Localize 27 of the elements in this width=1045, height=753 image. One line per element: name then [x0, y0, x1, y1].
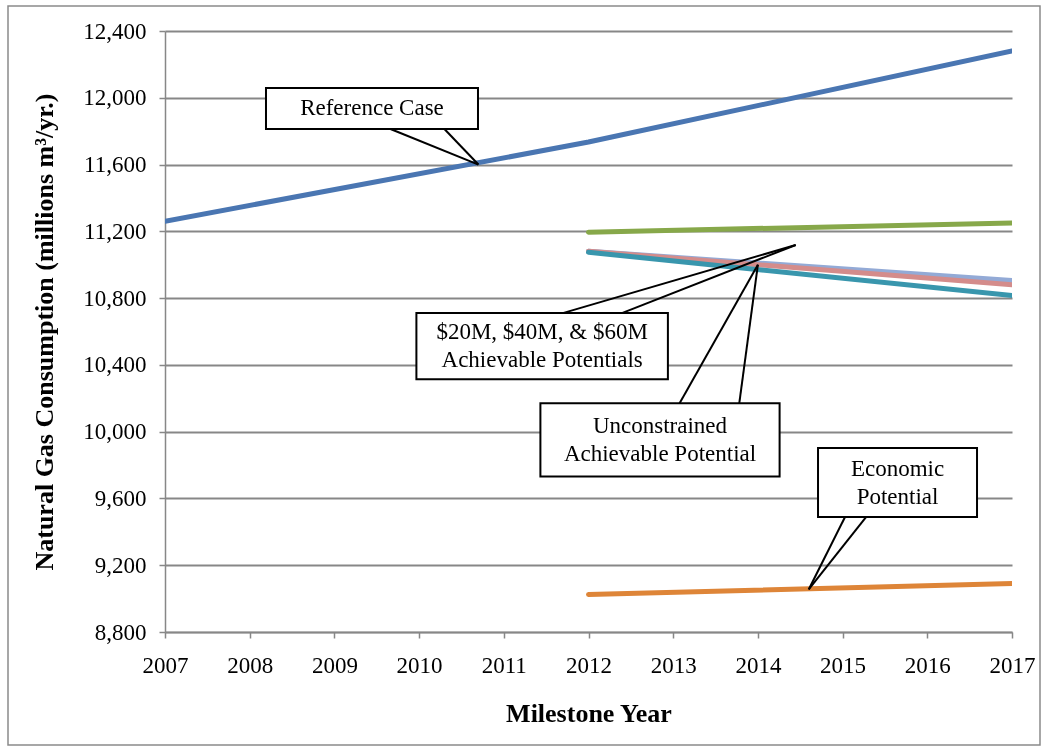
- y-tick-label: 10,400: [83, 352, 147, 378]
- annotation: $20M, $40M, & $60M Achievable Potentials: [436, 319, 648, 373]
- x-tick-label: 2009: [311, 652, 358, 678]
- x-tick-label: 2015: [820, 652, 867, 678]
- y-tick-label: 11,200: [84, 218, 147, 244]
- x-tick-label: 2012: [566, 652, 612, 678]
- y-tick-label: 11,600: [84, 152, 147, 178]
- x-tick-label: 2017: [989, 652, 1036, 678]
- y-tick-label: 10,800: [83, 285, 147, 311]
- annotation: Reference Case: [300, 95, 444, 121]
- x-tick-label: 2016: [904, 652, 951, 678]
- annotation: Unconstrained Achievable Potential: [563, 412, 757, 466]
- x-tick-label: 2007: [142, 652, 189, 678]
- x-tick-label: 2013: [650, 652, 697, 678]
- x-axis-title: Milestone Year: [506, 698, 672, 728]
- x-tick-label: 2011: [481, 652, 527, 678]
- y-tick-label: 12,400: [83, 18, 147, 44]
- y-tick-label: 10,000: [83, 419, 147, 445]
- x-tick-label: 2010: [396, 652, 443, 678]
- x-tick-label: 2008: [227, 652, 274, 678]
- y-axis-title: Natural Gas Consumption (millions m³/yr.): [30, 93, 60, 571]
- y-tick-label: 9,600: [94, 485, 147, 511]
- annotation: Economic Potential: [850, 455, 945, 509]
- y-tick-label: 8,800: [94, 619, 147, 645]
- y-tick-label: 9,200: [94, 552, 147, 578]
- x-tick-label: 2014: [735, 652, 782, 678]
- y-tick-label: 12,000: [83, 85, 147, 111]
